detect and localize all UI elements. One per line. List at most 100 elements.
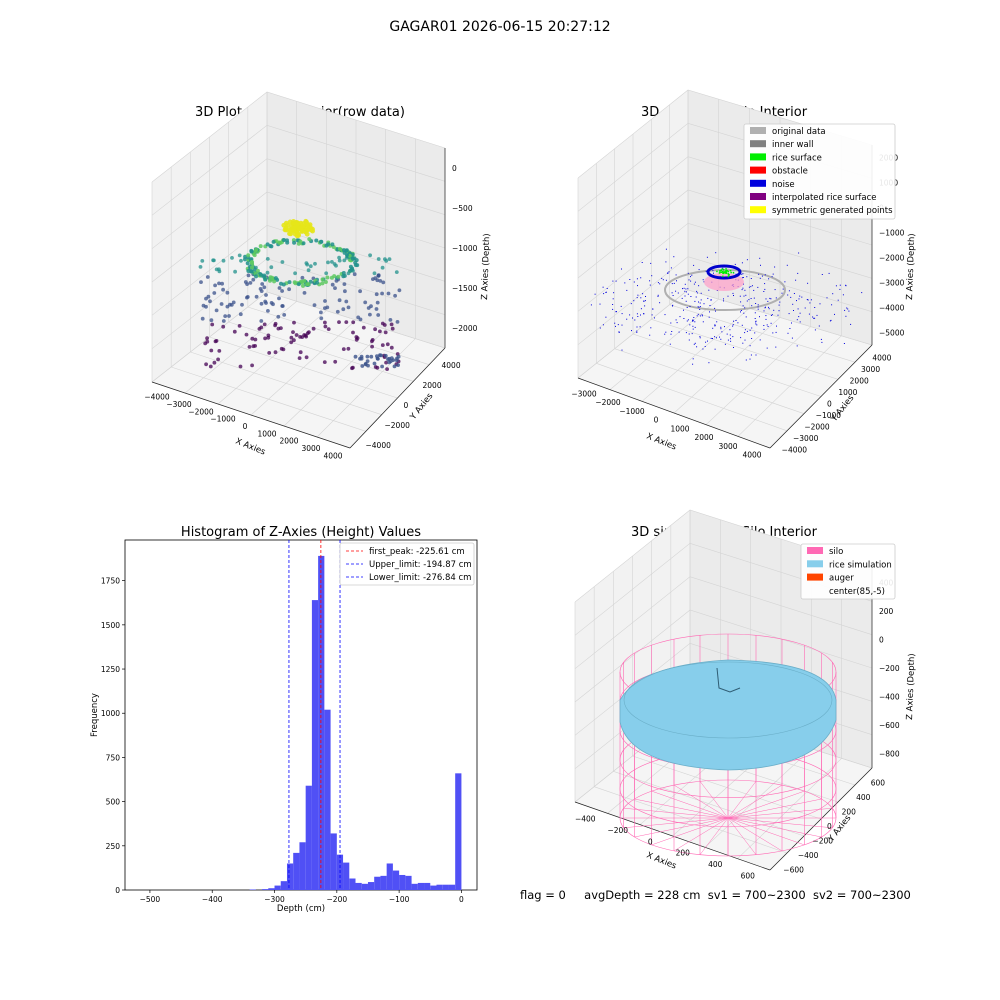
p1-data-point	[314, 238, 319, 243]
p1-ytick-label: 2000	[423, 381, 442, 390]
p1-data-point	[385, 367, 389, 371]
p2-legend-label: interpolated rice surface	[772, 193, 877, 203]
p2-noise-point	[602, 286, 604, 288]
p2-noise-point	[721, 331, 723, 333]
p2-noise-point	[671, 292, 673, 294]
p1-data-point	[380, 364, 384, 369]
p1-data-point	[351, 320, 356, 325]
figure-suptitle: GAGAR01 2026-06-15 20:27:12	[389, 19, 610, 35]
p1-data-point	[291, 330, 295, 334]
p2-noise-point	[714, 336, 716, 338]
p2-noise-point	[756, 324, 758, 326]
p2-noise-point	[618, 331, 620, 333]
p1-data-point	[204, 362, 209, 367]
p1-data-point	[267, 351, 272, 355]
p1-data-point	[342, 258, 347, 263]
p1-data-point	[247, 345, 252, 349]
p2-noise-point	[720, 326, 722, 328]
p2-noise-point	[707, 297, 709, 299]
p1-data-point	[266, 309, 270, 313]
p2-noise-point	[672, 295, 674, 296]
p1-data-point	[291, 221, 296, 226]
p2-noise-point	[665, 261, 667, 263]
hist-bar	[367, 882, 375, 890]
hist-title: Histogram of Z-Axies (Height) Values	[181, 525, 421, 540]
p2-noise-point	[830, 319, 832, 321]
p1-xtick-label: −1000	[210, 415, 236, 424]
p2-noise-point	[690, 276, 691, 278]
p2-noise-point	[692, 320, 694, 322]
p4-silo-floor-spoke	[699, 781, 729, 819]
p2-noise-point	[777, 314, 779, 316]
panel-classify-ylabel: Y Axies	[829, 393, 857, 425]
p1-data-point	[369, 304, 373, 309]
p1-data-point	[310, 226, 315, 232]
p2-noise-point	[687, 288, 689, 290]
p1-data-point	[266, 335, 271, 340]
p1-data-point	[353, 354, 358, 359]
p2-noise-point	[746, 276, 748, 278]
hist-bar	[361, 883, 368, 890]
p1-data-point	[390, 326, 395, 331]
p2-noise-point	[754, 332, 756, 334]
hist-xtick-label: −500	[140, 895, 161, 904]
p2-noise-point	[764, 274, 766, 276]
p1-data-point	[389, 345, 394, 350]
p2-noise-point	[640, 277, 642, 279]
p2-noise-point	[839, 288, 841, 290]
p1-data-point	[342, 248, 346, 253]
p1-data-point	[383, 330, 388, 335]
p2-noise-point	[612, 298, 614, 300]
p1-data-point	[303, 333, 308, 338]
p1-data-point	[229, 303, 234, 307]
p2-noise-point	[637, 285, 638, 287]
p4-silo-floor-spoke	[699, 817, 729, 855]
p1-data-point	[199, 280, 203, 284]
p4-grid	[737, 758, 842, 859]
hist-ytick-label: 250	[106, 842, 121, 851]
p2-original-data-ring	[664, 269, 786, 311]
p2-noise-point	[700, 299, 702, 301]
p2-noise-point	[730, 338, 731, 340]
p2-noise-point	[679, 316, 681, 318]
p2-noise-point	[664, 333, 666, 335]
p2-noise-point	[758, 273, 760, 275]
hist-bar	[280, 881, 287, 890]
p1-data-point	[273, 276, 278, 281]
p2-noise-point	[782, 288, 784, 290]
p2-noise-point	[806, 299, 808, 300]
p2-noise-point	[772, 273, 774, 275]
p2-noise-point	[821, 274, 823, 275]
p1-data-point	[237, 324, 242, 328]
p1-data-point	[200, 259, 205, 263]
p1-data-point	[373, 276, 378, 281]
p2-noise-point	[657, 282, 659, 284]
p2-rice-surface-point	[725, 268, 727, 270]
p2-noise-point	[735, 320, 737, 321]
p1-data-point	[320, 281, 325, 286]
p1-data-point	[269, 244, 274, 249]
p1-data-point	[380, 343, 385, 347]
p1-ztick-label: −1500	[452, 284, 478, 293]
p2-noise-point	[792, 303, 794, 305]
p2-noise-point	[636, 313, 638, 315]
p4-legend-label: rice simulation	[829, 560, 892, 570]
p2-noise-point	[821, 341, 823, 343]
p1-data-point	[333, 359, 338, 364]
p2-noise-point	[693, 343, 695, 345]
p1-data-point	[210, 322, 215, 327]
hist-bar	[424, 882, 431, 890]
p2-noise-point	[629, 279, 631, 280]
p1-data-point	[312, 303, 317, 307]
p1-data-point	[209, 318, 214, 323]
p1-data-point	[304, 261, 309, 265]
p2-noise-point	[743, 283, 744, 285]
hist-bar	[405, 875, 412, 890]
p1-data-point	[325, 305, 330, 310]
p2-noise-point	[759, 257, 761, 259]
p2-noise-point	[594, 293, 596, 295]
p2-noise-point	[683, 287, 685, 289]
p4-ytick-label: 600	[871, 778, 886, 787]
p1-data-point	[212, 360, 217, 365]
p4-legend-swatch	[807, 547, 823, 554]
